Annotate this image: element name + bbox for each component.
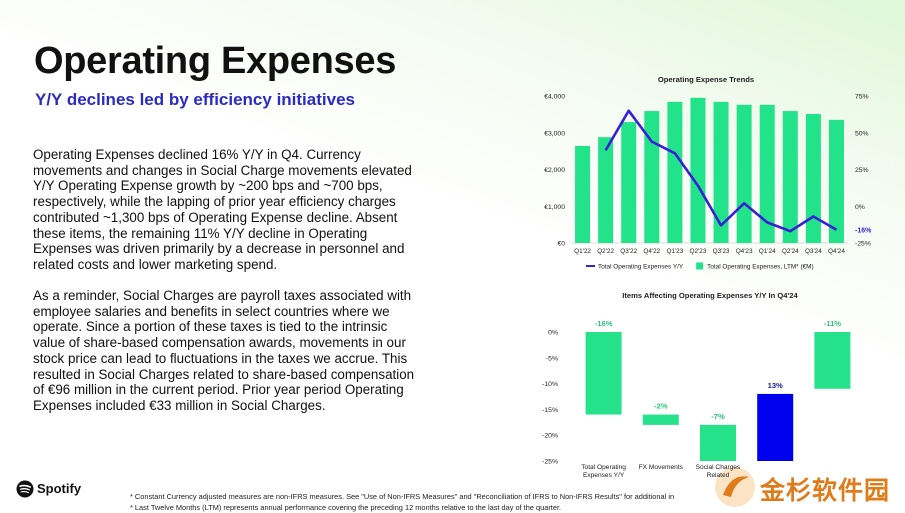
chart-title: Items Affecting Operating Expenses Y/Y I… [622, 291, 798, 300]
x-tick-label: FX Movements [638, 464, 683, 471]
x-tick-label: Q3'24 [805, 248, 822, 255]
bar [814, 332, 851, 389]
y2-tick-label: 0% [855, 204, 865, 211]
bar [782, 111, 798, 243]
y-tick-label: €4,000 [544, 94, 565, 101]
data-label: 13% [768, 381, 783, 390]
y-tick-label: €3,000 [544, 130, 565, 137]
y2-tick-label: 50% [855, 130, 869, 137]
footnote: * Constant Currency adjusted measures ar… [130, 492, 675, 501]
x-tick-label: Q2'24 [782, 248, 799, 255]
y-tick-label: -20% [542, 433, 558, 440]
bar [713, 101, 729, 243]
bar [598, 137, 614, 243]
bar [757, 393, 794, 461]
bar [828, 119, 844, 243]
data-label: -16% [855, 227, 872, 234]
bar [667, 101, 683, 243]
line [604, 109, 838, 233]
x-tick-label: Q4'23 [736, 248, 753, 255]
x-tick-label: Social Charges Related [695, 464, 741, 479]
x-tick-label: Q1'24 [759, 248, 776, 255]
chart: Items Affecting Operating Expenses Y/Y I… [542, 291, 851, 466]
bar [575, 145, 591, 243]
footnote: * Last Twelve Months (LTM) represents an… [130, 503, 562, 512]
chart: Operating Expense Trends €0 €1,000 €2,000 €… [544, 75, 872, 270]
watermark: 金杉软件园 [760, 477, 891, 505]
legend-swatch [696, 262, 704, 270]
bar [585, 332, 622, 415]
x-tick-label: Q2'22 [597, 248, 614, 255]
y-tick-label: -15% [542, 407, 558, 414]
x-tick-label: Q4'24 [828, 248, 845, 255]
slide-subtitle: Y/Y declines led by efficiency initiativ… [35, 90, 355, 109]
data-label: -7% [711, 412, 725, 421]
y-tick-label: -10% [542, 381, 558, 388]
y2-tick-label: 75% [855, 94, 869, 101]
logo-icon [16, 480, 34, 498]
data-label: -16% [595, 319, 613, 328]
x-tick-label: Q2'23 [690, 248, 707, 255]
bar [805, 114, 821, 243]
watermark-icon [715, 467, 755, 507]
y-tick-label: €2,000 [544, 167, 565, 174]
y2-tick-label: 25% [855, 167, 869, 174]
legend-label: Total Operating Expenses, LTM* (€M) [707, 263, 813, 270]
x-tick-label: Q1'23 [666, 248, 683, 255]
y-tick-label: €0 [557, 241, 565, 248]
y-tick-label: -5% [546, 355, 558, 362]
y-tick-label: €1,000 [544, 204, 565, 211]
legend-label: Total Operating Expenses Y/Y [598, 263, 684, 270]
x-tick-label: Q1'22 [574, 248, 591, 255]
x-tick-label: Q3'23 [713, 248, 730, 255]
bar [700, 424, 736, 461]
bar [621, 122, 637, 243]
y-tick-label: -25% [542, 459, 558, 466]
logo-text: Spotify [37, 481, 82, 496]
paragraph: Operating Expenses declined 16% Y/Y in Q… [33, 147, 412, 272]
y-tick-label: 0% [548, 330, 558, 337]
y2-tick-label: -25% [855, 241, 871, 248]
paragraph: As a reminder, Social Charges are payrol… [33, 288, 415, 413]
bar [736, 104, 752, 243]
bar [759, 104, 775, 243]
data-label: -11% [824, 319, 842, 328]
x-tick-label: Total Operating Expenses Y/Y [581, 464, 626, 479]
bar [690, 97, 706, 244]
bar [642, 414, 679, 425]
chart-title: Operating Expense Trends [658, 75, 754, 84]
x-tick-label: Q3'22 [620, 248, 637, 255]
bar [644, 111, 660, 243]
slide-title: Operating Expenses [34, 40, 397, 82]
data-label: -2% [654, 402, 668, 411]
x-tick-label: Q4'22 [643, 248, 660, 255]
